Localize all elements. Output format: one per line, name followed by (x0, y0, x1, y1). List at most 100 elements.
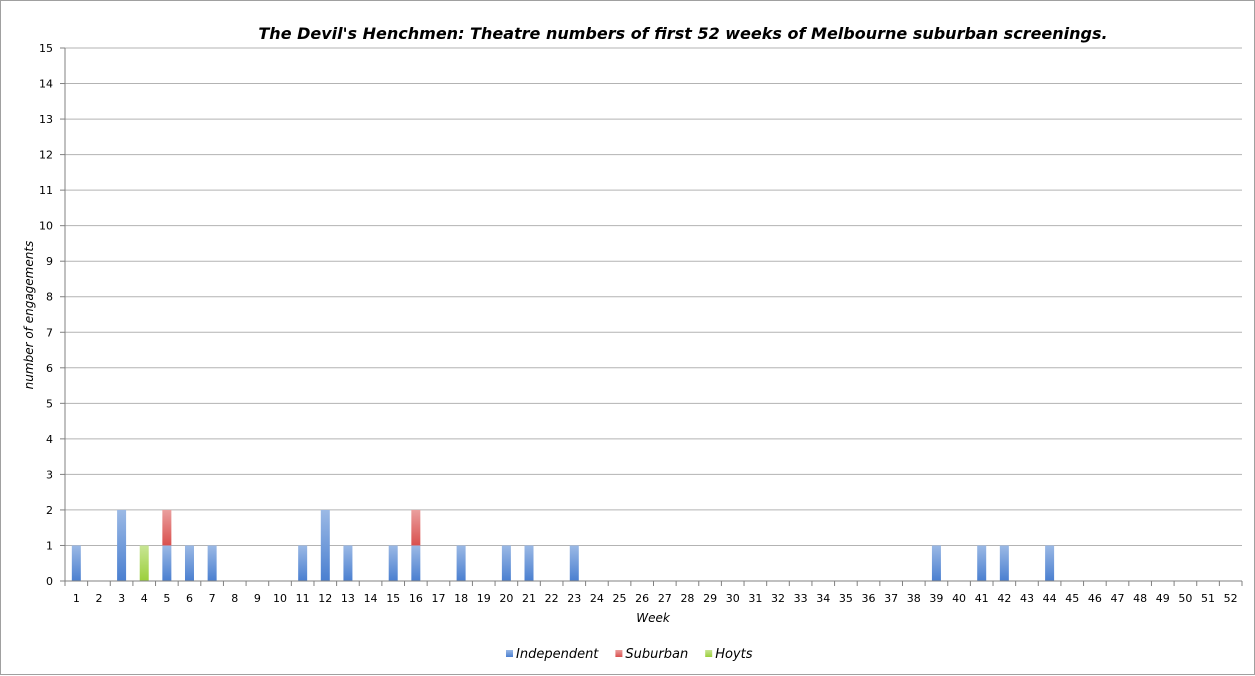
y-tick-label: 2 (46, 504, 53, 517)
x-tick-label: 16 (409, 592, 423, 605)
bar-independent-week-1 (71, 545, 81, 581)
legend-swatch-independent (506, 650, 513, 657)
x-tick-label: 27 (658, 592, 672, 605)
bar-independent-week-12 (320, 509, 330, 581)
x-axis-title: Week (636, 611, 671, 625)
bar-independent-week-7 (207, 545, 217, 581)
x-tick-label: 25 (613, 592, 627, 605)
x-tick-label: 22 (545, 592, 559, 605)
bar-independent-week-18 (456, 545, 466, 581)
bar-independent-week-42 (999, 545, 1009, 581)
x-tick-label: 42 (997, 592, 1011, 605)
x-tick-label: 21 (522, 592, 536, 605)
y-tick-label: 15 (39, 42, 53, 55)
x-tick-label: 43 (1020, 592, 1034, 605)
x-tick-label: 47 (1111, 592, 1125, 605)
x-tick-label: 34 (816, 592, 830, 605)
bar-independent-week-44 (1045, 545, 1055, 581)
legend-swatch-suburban (615, 650, 623, 657)
y-tick-label: 8 (46, 291, 53, 304)
y-tick-label: 6 (46, 362, 53, 375)
x-tick-label: 10 (273, 592, 287, 605)
x-tick-label: 17 (431, 592, 445, 605)
x-tick-label: 26 (635, 592, 649, 605)
axes (64, 48, 1242, 582)
y-tick-label: 12 (39, 149, 53, 162)
y-tick-label: 5 (46, 397, 53, 410)
y-tick-label: 11 (39, 184, 53, 197)
y-tick-label: 10 (39, 220, 53, 233)
x-tick-label: 2 (95, 592, 102, 605)
x-tick-label: 6 (186, 592, 193, 605)
bar-independent-week-20 (501, 545, 511, 581)
x-tick-label: 1 (73, 592, 80, 605)
x-tick-label: 15 (386, 592, 400, 605)
x-tick-label: 4 (141, 592, 148, 605)
x-tick-label: 49 (1156, 592, 1170, 605)
x-tick-label: 52 (1224, 592, 1238, 605)
y-tick-label: 4 (46, 433, 53, 446)
x-tick-label: 7 (209, 592, 216, 605)
legend-label-independent: Independent (516, 647, 599, 662)
legend-label-suburban: Suburban (625, 647, 688, 662)
x-tick-label: 28 (680, 592, 694, 605)
x-tick-label: 31 (748, 592, 762, 605)
bar-independent-week-13 (343, 545, 353, 581)
x-tick-label: 12 (318, 592, 332, 605)
chart-title: The Devil's Henchmen: Theatre numbers of… (258, 24, 1107, 43)
bar-independent-week-16 (411, 545, 421, 581)
x-tick-label: 32 (771, 592, 785, 605)
bars (71, 509, 1055, 581)
x-tick-label: 46 (1088, 592, 1102, 605)
x-tick-label: 35 (839, 592, 853, 605)
x-tick-label: 51 (1201, 592, 1215, 605)
x-tick-label: 44 (1043, 592, 1057, 605)
bar-independent-week-11 (298, 545, 308, 581)
x-tick-label: 11 (296, 592, 310, 605)
x-tick-label: 24 (590, 592, 604, 605)
bar-independent-week-23 (569, 545, 579, 581)
x-tick-label: 39 (929, 592, 943, 605)
bar-independent-week-6 (184, 545, 194, 581)
y-tick-label: 9 (46, 255, 53, 268)
x-tick-label: 18 (454, 592, 468, 605)
x-tick-label: 20 (499, 592, 513, 605)
bar-independent-week-5 (162, 545, 172, 581)
gridlines (65, 47, 1242, 546)
bar-independent-week-21 (524, 545, 534, 581)
legend-label-hoyts: Hoyts (715, 647, 753, 662)
y-tick-label: 7 (46, 326, 53, 339)
bar-hoyts-week-4 (139, 545, 149, 581)
y-tick-label: 3 (46, 468, 53, 481)
bar-independent-week-41 (977, 545, 987, 581)
x-tick-label: 19 (477, 592, 491, 605)
x-tick-label: 13 (341, 592, 355, 605)
x-tick-label: 40 (952, 592, 966, 605)
bar-suburban-week-5 (162, 509, 172, 546)
x-tick-label: 36 (862, 592, 876, 605)
x-tick-label: 14 (364, 592, 378, 605)
y-tick-label: 1 (46, 539, 53, 552)
x-tick-label: 8 (231, 592, 238, 605)
y-tick-label: 14 (39, 78, 53, 91)
y-tick-label: 13 (39, 113, 53, 126)
legend: Independent Suburban Hoyts (506, 647, 753, 662)
bar-independent-week-3 (117, 509, 127, 581)
x-tick-label: 48 (1133, 592, 1147, 605)
x-tick-label: 30 (726, 592, 740, 605)
x-axis-ticks: 1 2 3 4 5 6 7 8 9 10 11 12 13 14 15 16 17 18 19 20 21 22 23 24 2… (64, 581, 1243, 605)
y-axis-title: number of engagements (22, 241, 36, 390)
x-tick-label: 37 (884, 592, 898, 605)
x-tick-label: 9 (254, 592, 261, 605)
x-tick-label: 41 (975, 592, 989, 605)
x-tick-label: 5 (163, 592, 170, 605)
x-tick-label: 45 (1065, 592, 1079, 605)
x-tick-label: 38 (907, 592, 921, 605)
x-tick-label: 50 (1178, 592, 1192, 605)
x-tick-label: 23 (567, 592, 581, 605)
y-tick-label: 0 (46, 575, 53, 588)
legend-swatch-hoyts (705, 650, 713, 657)
